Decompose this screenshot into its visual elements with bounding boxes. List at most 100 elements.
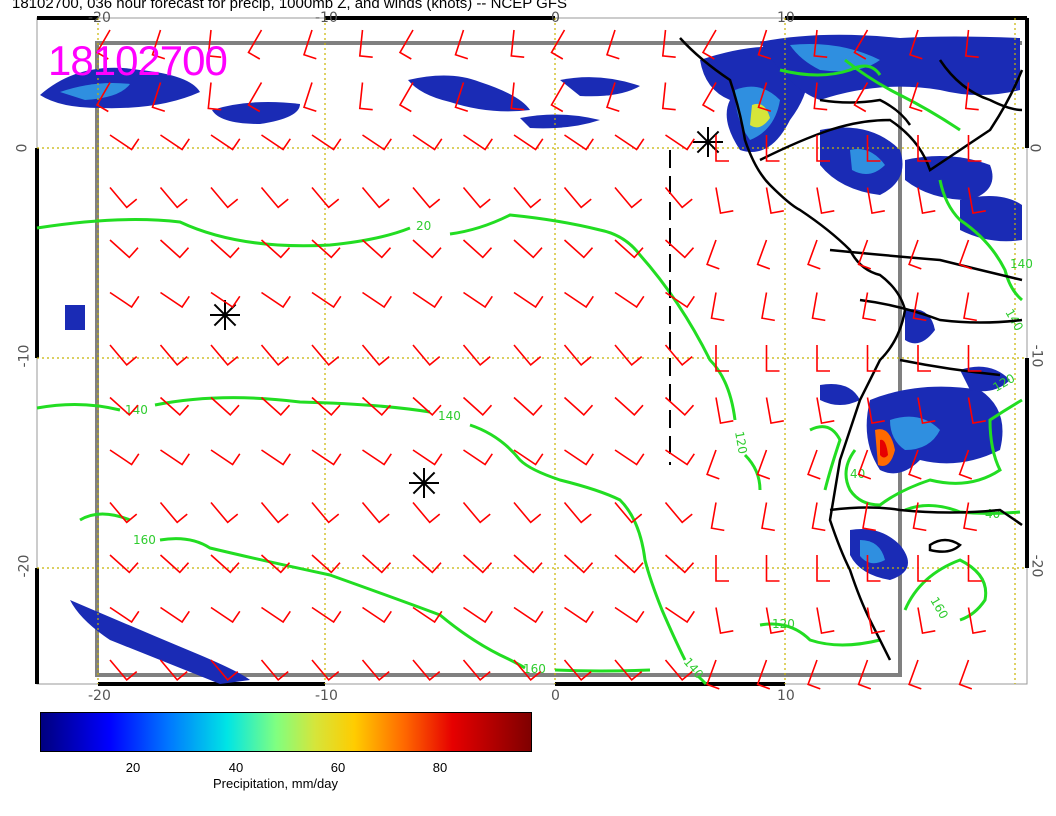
precipitation-field	[40, 34, 1022, 684]
wind-barb	[605, 82, 620, 112]
wind-barb	[665, 606, 695, 624]
wind-barb	[412, 396, 442, 417]
wind-barb	[260, 344, 289, 367]
storm-center-marker	[693, 127, 723, 157]
wind-barb	[151, 29, 166, 60]
wind-barb	[109, 344, 138, 367]
wind-barb	[159, 659, 188, 682]
wind-barb	[462, 659, 491, 682]
wind-barb	[311, 659, 340, 682]
wind-barb	[361, 501, 390, 524]
wind-barb	[963, 502, 977, 532]
wind-barb	[302, 82, 317, 112]
wind-barb	[816, 397, 835, 425]
wind-barb	[311, 396, 341, 417]
colorbar-tick: 40	[228, 760, 244, 775]
contour-label: 160	[927, 595, 951, 622]
wind-barb	[462, 554, 493, 574]
wind-barb	[210, 554, 240, 574]
wind-barb	[664, 344, 693, 367]
graticule	[37, 18, 1027, 684]
wind-barb	[967, 555, 982, 582]
wind-barb	[454, 82, 469, 112]
wind-barb	[311, 344, 340, 367]
wind-barb	[311, 501, 340, 524]
wind-barb	[665, 449, 695, 466]
wind-barb	[311, 291, 342, 309]
wind-barb	[807, 239, 821, 270]
wind-barb	[761, 292, 775, 322]
wind-barb	[361, 554, 392, 574]
wind-barb	[761, 502, 775, 532]
wind-barb	[917, 555, 931, 582]
wind-barb	[757, 82, 772, 112]
wind-barb	[160, 606, 190, 624]
wind-barb	[362, 291, 392, 309]
wind-barb	[614, 344, 643, 367]
wind-barb	[862, 292, 876, 322]
wind-barb	[614, 554, 644, 574]
wind-barb	[311, 606, 342, 624]
wind-barb	[510, 82, 525, 111]
wind-barb	[853, 29, 869, 60]
wind-barb	[605, 29, 620, 60]
wind-barb	[664, 501, 693, 524]
wind-barb	[811, 502, 826, 532]
wind-barb	[260, 659, 289, 682]
wind-barb	[665, 291, 695, 309]
wind-barb	[210, 239, 240, 259]
wind-barb	[807, 449, 821, 480]
wind-barb	[813, 29, 828, 58]
wind-barb	[260, 396, 291, 417]
wind-barb	[463, 606, 493, 624]
wind-barb	[358, 82, 373, 111]
wind-barb	[816, 187, 835, 215]
wind-barb	[210, 344, 239, 367]
wind-barb	[513, 344, 542, 367]
wind-barb	[967, 135, 982, 162]
wind-barb	[967, 607, 986, 635]
top-tick: -20	[88, 10, 111, 26]
wind-barb	[664, 554, 695, 574]
wind-barb	[160, 291, 190, 309]
forecast-stamp: 18102700	[48, 37, 228, 84]
wind-barb	[109, 659, 138, 682]
wind-barb	[261, 134, 291, 151]
wind-barb	[710, 292, 725, 322]
wind-barb	[917, 397, 936, 425]
wind-barb	[412, 554, 442, 574]
left-tick: -20	[16, 554, 33, 578]
contour-label: 120	[732, 430, 750, 455]
wind-barb	[816, 555, 830, 582]
wind-barb	[109, 449, 140, 466]
wind-barb	[311, 186, 340, 209]
wind-barb	[462, 344, 491, 367]
wind-barb	[564, 291, 594, 309]
left-tick: -10	[16, 344, 33, 368]
colorbar	[40, 712, 532, 752]
wind-barb	[311, 239, 341, 259]
wind-barb	[510, 29, 525, 58]
right-tick: -20	[1028, 554, 1045, 578]
wind-barb	[701, 29, 717, 60]
wind-barb	[756, 659, 771, 690]
wind-barb	[311, 554, 341, 574]
wind-barb	[462, 396, 493, 417]
wind-barb	[563, 396, 594, 417]
wind-barb	[462, 186, 491, 209]
wind-barb	[866, 187, 885, 215]
wind-barb	[715, 555, 729, 582]
wind-barb	[563, 554, 594, 574]
wind-barb	[260, 239, 291, 259]
wind-barb	[614, 186, 643, 209]
wind-barb	[463, 291, 493, 309]
wind-barb	[260, 554, 291, 574]
wind-barb	[564, 606, 594, 624]
wind-barb	[917, 187, 936, 215]
wind-barb	[715, 345, 729, 372]
wind-barb	[862, 502, 876, 532]
top-tick: 10	[777, 10, 795, 26]
wind-barb	[462, 501, 491, 524]
wind-barb	[412, 501, 441, 524]
